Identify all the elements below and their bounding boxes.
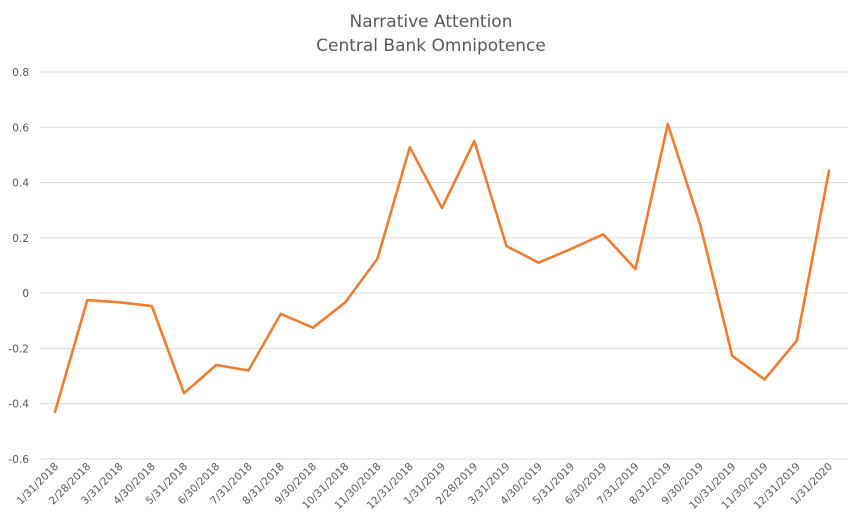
y-axis-tick-labels: 0.8 0.6 0.4 0.2 0 -0.2 -0.4 -0.6 (9, 67, 30, 466)
series-lines (53, 122, 831, 414)
y-tick-label: -0.4 (9, 399, 30, 411)
chart-title: Narrative Attention Central Bank Omnipot… (316, 12, 546, 56)
y-tick-label: 0.2 (12, 233, 29, 245)
y-tick-label: 0 (22, 288, 29, 300)
y-tick-label: 0.8 (12, 67, 29, 79)
chart-title-line-2: Central Bank Omnipotence (316, 36, 546, 56)
chart-title-line-1: Narrative Attention (349, 12, 512, 32)
x-axis-tick-labels: 1/31/20182/28/20183/31/20184/30/20185/31… (15, 461, 836, 512)
gridlines (40, 71, 848, 460)
series-line-0 (53, 122, 831, 414)
y-tick-label: -0.2 (9, 343, 30, 355)
y-tick-label: 0.6 (12, 122, 29, 134)
y-tick-label: 0.4 (12, 178, 29, 190)
y-tick-label: -0.6 (9, 454, 30, 466)
